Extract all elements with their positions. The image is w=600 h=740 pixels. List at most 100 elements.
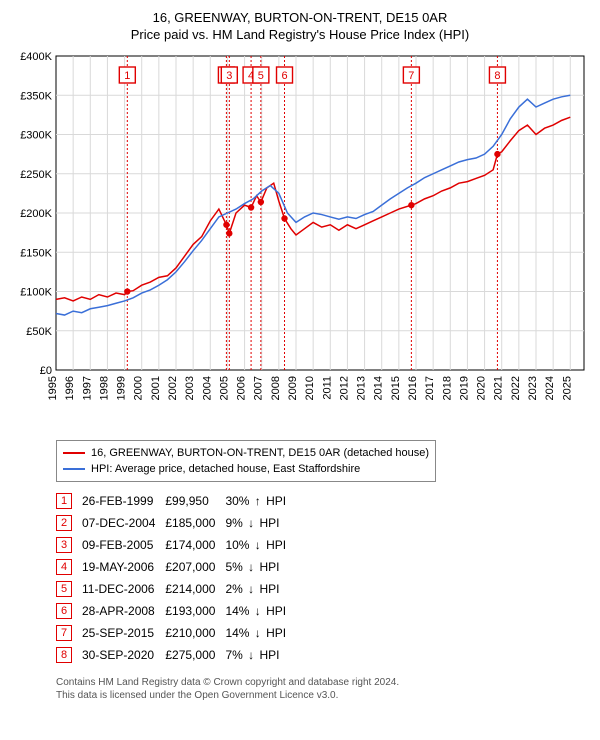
sale-index-box: 6 (56, 603, 72, 619)
sale-price: £207,000 (165, 556, 225, 578)
svg-text:2023: 2023 (527, 376, 539, 400)
svg-text:2001: 2001 (150, 376, 162, 400)
sale-delta: 10% ↓ HPI (225, 534, 296, 556)
sale-index-box: 2 (56, 515, 72, 531)
table-row: 126-FEB-1999£99,95030% ↑ HPI (56, 490, 296, 512)
sale-delta: 9% ↓ HPI (225, 512, 296, 534)
sale-delta: 14% ↓ HPI (225, 622, 296, 644)
svg-text:2007: 2007 (253, 376, 265, 400)
legend-label: HPI: Average price, detached house, East… (91, 461, 360, 477)
legend-item: HPI: Average price, detached house, East… (63, 461, 429, 477)
svg-text:£100K: £100K (20, 287, 52, 299)
legend-swatch (63, 452, 85, 454)
svg-text:2005: 2005 (218, 376, 230, 400)
svg-text:£300K: £300K (20, 130, 52, 142)
sale-index-cell: 1 (56, 490, 82, 512)
sale-index-box: 7 (56, 625, 72, 641)
arrow-down-icon: ↓ (253, 538, 263, 552)
table-row: 4 19-MAY-2006£207,0005% ↓ HPI (56, 556, 296, 578)
sale-index-cell: 5 (56, 578, 82, 600)
table-row: 309-FEB-2005£174,00010% ↓ HPI (56, 534, 296, 556)
legend: 16, GREENWAY, BURTON-ON-TRENT, DE15 0AR … (56, 440, 436, 482)
svg-text:2016: 2016 (407, 376, 419, 400)
svg-text:2018: 2018 (441, 376, 453, 400)
svg-text:2015: 2015 (390, 376, 402, 400)
sale-date: 28-APR-2008 (82, 600, 165, 622)
svg-text:2008: 2008 (270, 376, 282, 400)
svg-text:1: 1 (124, 70, 130, 82)
svg-text:2004: 2004 (201, 376, 213, 400)
legend-swatch (63, 468, 85, 470)
svg-text:2010: 2010 (304, 376, 316, 400)
svg-text:£150K: £150K (20, 247, 52, 259)
sale-delta: 5% ↓ HPI (225, 556, 296, 578)
table-row: 725-SEP-2015£210,00014% ↓ HPI (56, 622, 296, 644)
svg-text:2020: 2020 (476, 376, 488, 400)
legend-item: 16, GREENWAY, BURTON-ON-TRENT, DE15 0AR … (63, 445, 429, 461)
svg-text:£200K: £200K (20, 208, 52, 220)
sale-index-cell: 3 (56, 534, 82, 556)
footer-line-1: Contains HM Land Registry data © Crown c… (56, 676, 590, 689)
svg-text:2025: 2025 (561, 376, 573, 400)
svg-text:£250K: £250K (20, 169, 52, 181)
svg-text:2000: 2000 (133, 376, 145, 400)
sale-date: 19-MAY-2006 (82, 556, 165, 578)
title-line-2: Price paid vs. HM Land Registry's House … (10, 27, 590, 42)
sale-date: 09-FEB-2005 (82, 534, 165, 556)
svg-text:£0: £0 (40, 365, 52, 377)
svg-text:£400K: £400K (20, 51, 52, 63)
sale-price: £185,000 (165, 512, 225, 534)
arrow-down-icon: ↓ (253, 626, 263, 640)
svg-text:1999: 1999 (116, 376, 128, 400)
table-row: 5 11-DEC-2006£214,0002% ↓ HPI (56, 578, 296, 600)
arrow-down-icon: ↓ (246, 516, 256, 530)
sale-index-cell: 2 (56, 512, 82, 534)
sale-delta: 2% ↓ HPI (225, 578, 296, 600)
sale-index-box: 4 (56, 559, 72, 575)
svg-text:2024: 2024 (544, 376, 556, 400)
sale-date: 11-DEC-2006 (82, 578, 165, 600)
svg-text:2013: 2013 (356, 376, 368, 400)
svg-text:1995: 1995 (47, 376, 59, 400)
sale-price: £275,000 (165, 644, 225, 666)
arrow-down-icon: ↓ (246, 648, 256, 662)
sale-index-cell: 4 (56, 556, 82, 578)
svg-text:2006: 2006 (236, 376, 248, 400)
arrow-up-icon: ↑ (253, 494, 263, 508)
svg-text:2017: 2017 (424, 376, 436, 400)
price-chart: £0 £50K £100K £150K £200K £250K £300K £350K £400… (10, 50, 590, 430)
svg-text:6: 6 (281, 70, 287, 82)
sale-index-box: 8 (56, 647, 72, 663)
svg-text:2002: 2002 (167, 376, 179, 400)
sale-index-cell: 6 (56, 600, 82, 622)
sale-price: £99,950 (165, 490, 225, 512)
svg-text:2003: 2003 (184, 376, 196, 400)
sale-date: 07-DEC-2004 (82, 512, 165, 534)
svg-text:7: 7 (408, 70, 414, 82)
svg-text:1997: 1997 (81, 376, 93, 400)
footer-attribution: Contains HM Land Registry data © Crown c… (56, 676, 590, 702)
svg-text:2009: 2009 (287, 376, 299, 400)
sale-delta: 14% ↓ HPI (225, 600, 296, 622)
arrow-down-icon: ↓ (246, 582, 256, 596)
table-row: 830-SEP-2020£275,0007% ↓ HPI (56, 644, 296, 666)
arrow-down-icon: ↓ (253, 604, 263, 618)
sales-table: 126-FEB-1999£99,95030% ↑ HPI 2 07-DEC-2004… (56, 490, 296, 666)
svg-text:£350K: £350K (20, 90, 52, 102)
sale-index-cell: 8 (56, 644, 82, 666)
arrow-down-icon: ↓ (246, 560, 256, 574)
svg-text:2014: 2014 (373, 376, 385, 400)
chart-container: 16, GREENWAY, BURTON-ON-TRENT, DE15 0AR … (0, 0, 600, 702)
svg-text:2011: 2011 (321, 376, 333, 400)
svg-text:2019: 2019 (458, 376, 470, 400)
svg-text:£50K: £50K (26, 326, 52, 338)
title-line-1: 16, GREENWAY, BURTON-ON-TRENT, DE15 0AR (10, 10, 590, 25)
table-row: 628-APR-2008£193,00014% ↓ HPI (56, 600, 296, 622)
sale-index-box: 5 (56, 581, 72, 597)
sale-price: £214,000 (165, 578, 225, 600)
sale-date: 30-SEP-2020 (82, 644, 165, 666)
legend-label: 16, GREENWAY, BURTON-ON-TRENT, DE15 0AR … (91, 445, 429, 461)
svg-text:1996: 1996 (64, 376, 76, 400)
svg-text:3: 3 (226, 70, 232, 82)
svg-text:1998: 1998 (98, 376, 110, 400)
